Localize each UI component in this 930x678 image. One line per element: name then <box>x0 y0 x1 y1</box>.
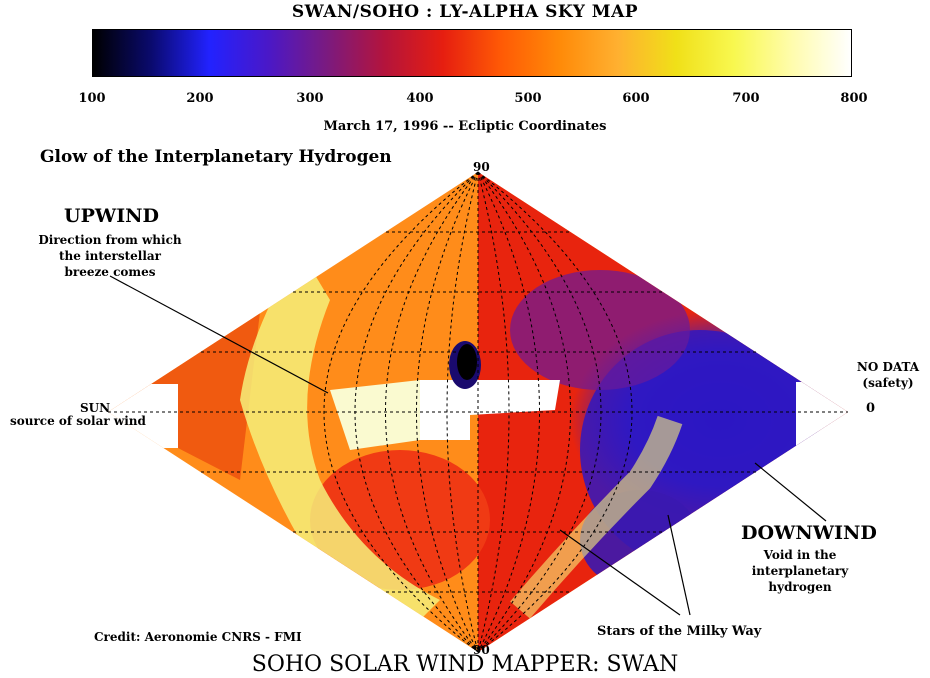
colorbar-gradient <box>92 29 852 77</box>
milky-way-stars-label: Stars of the Milky Way <box>597 624 762 639</box>
colorbar-tick-label: 200 <box>186 91 214 106</box>
no-data-line: (safety) <box>862 376 914 390</box>
latitude-north-label: 90 <box>473 160 490 174</box>
colorbar-tick-label: 300 <box>296 91 324 106</box>
upwind-desc-line: breeze comes <box>64 265 156 279</box>
colorbar-tick-label: 600 <box>622 91 650 106</box>
colorbar-tick-label: 100 <box>78 91 106 106</box>
downwind-desc-line: hydrogen <box>768 580 832 594</box>
downwind-description: Void in the interplanetary hydrogen <box>728 547 872 595</box>
sun-label: SUN <box>80 401 111 415</box>
colorbar-tick-label: 700 <box>732 91 760 106</box>
colorbar-tick-label: 400 <box>406 91 434 106</box>
longitude-zero-label: 0 <box>866 401 876 416</box>
downwind-label: DOWNWIND <box>741 522 877 544</box>
no-data-line: NO DATA <box>856 360 920 374</box>
map-title-banner: SWAN/SOHO : LY-ALPHA SKY MAP <box>291 2 639 22</box>
map-subtitle: Glow of the Interplanetary Hydrogen <box>40 147 392 167</box>
upwind-label: UPWIND <box>64 205 159 227</box>
downwind-desc-line: Void in the <box>763 548 837 562</box>
annotation-pointers <box>109 275 827 616</box>
footer-title: SOHO SOLAR WIND MAPPER: SWAN <box>251 652 679 677</box>
colorbar-tick-label: 800 <box>840 91 868 106</box>
sun-description: source of solar wind <box>10 414 146 428</box>
no-data-label: NO DATA (safety) <box>848 359 928 391</box>
graticule-lines <box>108 171 848 653</box>
colorbar-tick-label: 500 <box>514 91 542 106</box>
upwind-description: Direction from which the interstellar br… <box>10 232 210 280</box>
upwind-desc-line: the interstellar <box>58 249 161 263</box>
downwind-desc-line: interplanetary <box>751 564 849 578</box>
date-coordinates-caption: March 17, 1996 -- Ecliptic Coordinates <box>323 119 607 134</box>
latitude-south-label: 90 <box>473 643 490 657</box>
credit-line: Credit: Aeronomie CNRS - FMI <box>94 630 302 644</box>
upwind-desc-line: Direction from which <box>38 233 182 247</box>
